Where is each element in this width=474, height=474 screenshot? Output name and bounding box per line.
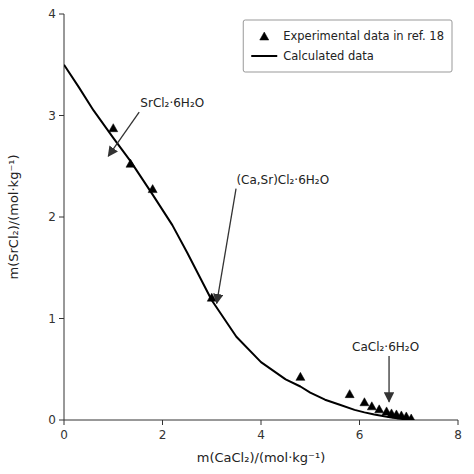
data-point — [126, 159, 135, 167]
x-tick-label: 8 — [454, 428, 462, 442]
data-point — [148, 185, 157, 193]
y-tick — [59, 14, 64, 15]
data-point — [407, 414, 416, 420]
annotation: SrCl₂·6H₂O — [140, 96, 204, 110]
data-point — [296, 372, 305, 380]
x-tick — [261, 420, 262, 425]
legend-label: Experimental data in ref. 18 — [283, 29, 444, 43]
x-tick-label: 6 — [356, 428, 364, 442]
y-tick-label: 1 — [48, 312, 56, 326]
annotation-arrow — [108, 112, 139, 156]
annotation: CaCl₂·6H₂O — [352, 340, 419, 354]
y-tick-label: 3 — [48, 109, 56, 123]
y-tick — [59, 115, 64, 116]
data-point — [360, 398, 369, 406]
x-tick — [458, 420, 459, 425]
data-point — [109, 124, 118, 132]
data-point — [367, 402, 376, 410]
y-tick — [59, 217, 64, 218]
data-point — [207, 293, 216, 301]
x-axis-label: m(CaCl₂)/(mol·kg⁻¹) — [197, 450, 326, 465]
y-tick-label: 4 — [48, 7, 56, 21]
y-tick-label: 0 — [48, 413, 56, 427]
x-tick — [162, 420, 163, 425]
y-tick-label: 2 — [48, 210, 56, 224]
x-tick-label: 4 — [257, 428, 265, 442]
data-point — [345, 390, 354, 398]
legend: Experimental data in ref. 18 Calculated d… — [243, 20, 452, 72]
legend-symbol — [251, 55, 277, 57]
x-tick-label: 0 — [60, 428, 68, 442]
legend-symbol — [260, 32, 269, 40]
y-tick — [59, 318, 64, 319]
x-tick — [64, 420, 65, 425]
annotation: (Ca,Sr)Cl₂·6H₂O — [236, 173, 329, 187]
chart: 0 2 4 6 8 0 1 2 3 4 m(CaCl₂)/(mol·kg⁻¹) m(SrCl₂)/(m… — [0, 0, 474, 474]
data-point — [375, 405, 384, 413]
annotation-arrow — [217, 189, 236, 304]
legend-label: Calculated data — [283, 49, 374, 63]
plot-area — [64, 65, 416, 420]
legend-box — [243, 20, 452, 72]
calculated-line — [64, 65, 411, 420]
y-tick — [59, 420, 64, 421]
x-tick-label: 2 — [159, 428, 167, 442]
y-axis-label: m(SrCl₂)/(mol·kg⁻¹) — [6, 154, 21, 279]
x-tick — [359, 420, 360, 425]
annotation-arrow — [388, 356, 389, 402]
